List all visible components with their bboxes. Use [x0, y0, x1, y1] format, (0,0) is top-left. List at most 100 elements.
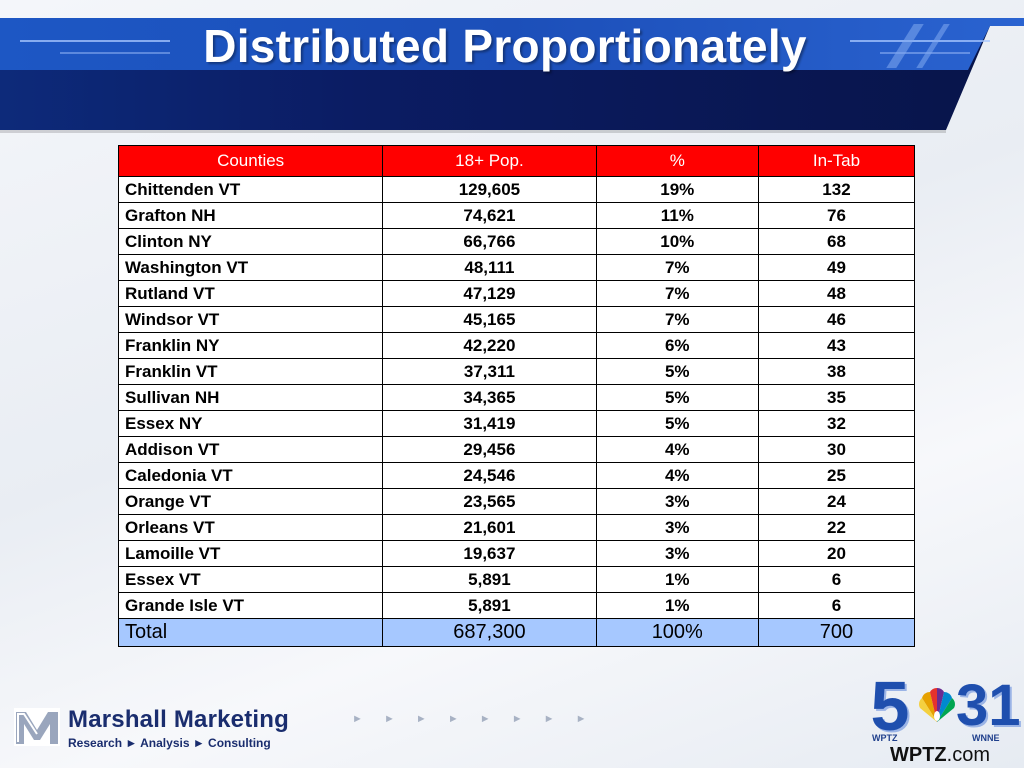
banner-streak	[60, 52, 170, 54]
wptz-station-logo: 5 31 WPTZ WNNE WPTZ.com	[860, 667, 1021, 768]
cell-intab: 24	[757, 488, 916, 515]
station-website: WPTZ.com	[890, 744, 990, 767]
cell-county: Franklin VT	[117, 358, 384, 385]
table-row: Washington VT 48,111 7% 49	[117, 254, 916, 281]
cell-population: 19,637	[382, 540, 597, 567]
column-header-population: 18+ Pop.	[382, 145, 597, 177]
table-row: Franklin NY 42,220 6% 43	[117, 332, 916, 359]
cell-county: Grafton NH	[117, 202, 384, 229]
marshall-marketing-tagline: Research ► Analysis ► Consulting	[68, 736, 271, 750]
cell-percent: 3%	[595, 514, 759, 541]
cell-intab: 22	[757, 514, 916, 541]
table-total-row: Total 687,300 100% 700	[117, 618, 916, 647]
station-website-name: WPTZ	[890, 744, 947, 766]
cell-county: Rutland VT	[117, 280, 384, 307]
cell-intab: 43	[757, 332, 916, 359]
cell-percent: 5%	[595, 384, 759, 411]
title-banner-highlight	[0, 18, 1024, 70]
table-header-row: Counties 18+ Pop. % In-Tab	[117, 145, 916, 177]
cell-intab: 32	[757, 410, 916, 437]
table-row: Essex VT 5,891 1% 6	[117, 566, 916, 593]
table-row: Grande Isle VT 5,891 1% 6	[117, 592, 916, 619]
cell-percent: 4%	[595, 462, 759, 489]
cell-intab: 48	[757, 280, 916, 307]
cell-county: Essex VT	[117, 566, 384, 593]
cell-percent: 11%	[595, 202, 759, 229]
table-row: Clinton NY 66,766 10% 68	[117, 228, 916, 255]
table-row: Chittenden VT 129,605 19% 132	[117, 176, 916, 203]
cell-county: Clinton NY	[117, 228, 384, 255]
cell-population: 45,165	[382, 306, 597, 333]
cell-county: Windsor VT	[117, 306, 384, 333]
slide-title: Distributed Proportionately	[203, 20, 807, 72]
cell-county: Orleans VT	[117, 514, 384, 541]
cell-population: 47,129	[382, 280, 597, 307]
cell-county: Addison VT	[117, 436, 384, 463]
table-body: Chittenden VT 129,605 19% 132 Grafton NH 74,6…	[117, 176, 916, 619]
table-row: Grafton NH 74,621 11% 76	[117, 202, 916, 229]
banner-streak	[850, 40, 990, 42]
cell-intab: 38	[757, 358, 916, 385]
cell-percent: 19%	[595, 176, 759, 203]
nbc-peacock-icon	[919, 687, 955, 722]
cell-population: 42,220	[382, 332, 597, 359]
cell-percent: 3%	[595, 540, 759, 567]
cell-county: Orange VT	[117, 488, 384, 515]
cell-population: 66,766	[382, 228, 597, 255]
county-distribution-table: Counties 18+ Pop. % In-Tab Chittenden VT…	[117, 145, 916, 647]
total-percent: 100%	[595, 618, 759, 647]
column-header-percent: %	[595, 145, 759, 177]
cell-county: Sullivan NH	[117, 384, 384, 411]
cell-percent: 10%	[595, 228, 759, 255]
cell-intab: 20	[757, 540, 916, 567]
cell-population: 23,565	[382, 488, 597, 515]
cell-population: 74,621	[382, 202, 597, 229]
station-website-suffix: .com	[946, 744, 990, 766]
table-row: Sullivan NH 34,365 5% 35	[117, 384, 916, 411]
call-letters-wnne: WNNE	[972, 733, 1000, 743]
cell-intab: 30	[757, 436, 916, 463]
call-letters-wptz: WPTZ	[872, 733, 898, 743]
cell-population: 37,311	[382, 358, 597, 385]
cell-population: 34,365	[382, 384, 597, 411]
cell-population: 21,601	[382, 514, 597, 541]
table-row: Orleans VT 21,601 3% 22	[117, 514, 916, 541]
column-header-intab: In-Tab	[757, 145, 916, 177]
cell-intab: 35	[757, 384, 916, 411]
cell-population: 24,546	[382, 462, 597, 489]
total-label: Total	[117, 618, 384, 647]
total-intab: 700	[757, 618, 916, 647]
cell-intab: 49	[757, 254, 916, 281]
marshall-marketing-name: Marshall Marketing	[68, 706, 289, 733]
cell-intab: 132	[757, 176, 916, 203]
cell-percent: 3%	[595, 488, 759, 515]
table-row: Essex NY 31,419 5% 32	[117, 410, 916, 437]
cell-percent: 1%	[595, 592, 759, 619]
cell-intab: 25	[757, 462, 916, 489]
cell-population: 129,605	[382, 176, 597, 203]
table-row: Rutland VT 47,129 7% 48	[117, 280, 916, 307]
cell-population: 31,419	[382, 410, 597, 437]
table-row: Caledonia VT 24,546 4% 25	[117, 462, 916, 489]
cell-percent: 5%	[595, 410, 759, 437]
column-header-counties: Counties	[117, 145, 384, 177]
marshall-m-icon	[14, 708, 60, 746]
cell-intab: 46	[757, 306, 916, 333]
cell-percent: 7%	[595, 254, 759, 281]
table-row: Orange VT 23,565 3% 24	[117, 488, 916, 515]
cell-county: Lamoille VT	[117, 540, 384, 567]
banner-streak	[20, 40, 170, 42]
cell-percent: 5%	[595, 358, 759, 385]
cell-percent: 7%	[595, 280, 759, 307]
cell-population: 5,891	[382, 592, 597, 619]
cell-intab: 76	[757, 202, 916, 229]
cell-percent: 1%	[595, 566, 759, 593]
cell-county: Caledonia VT	[117, 462, 384, 489]
channel-5-mark: 5	[870, 667, 910, 745]
cell-county: Chittenden VT	[117, 176, 384, 203]
channel-31-mark: 31	[956, 673, 1021, 738]
cell-population: 29,456	[382, 436, 597, 463]
cell-intab: 68	[757, 228, 916, 255]
cell-county: Washington VT	[117, 254, 384, 281]
cell-percent: 6%	[595, 332, 759, 359]
